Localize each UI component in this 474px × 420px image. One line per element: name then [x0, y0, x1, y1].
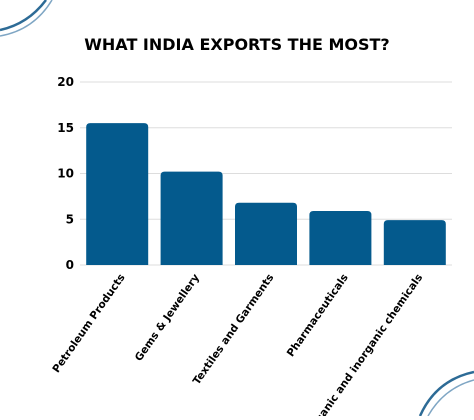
x-tick-label: Gems & Jewellery	[133, 272, 202, 364]
bar	[309, 211, 372, 265]
bar	[383, 220, 446, 265]
y-tick-label: 20	[57, 75, 74, 89]
y-tick-label: 10	[57, 167, 74, 181]
y-tick-label: 15	[57, 121, 74, 135]
y-tick-label: 0	[66, 258, 74, 272]
y-axis-ticks: 0 5 10 15 20	[57, 75, 74, 272]
bars	[86, 123, 446, 265]
corner-decoration-bottom-right	[418, 370, 474, 417]
bar	[160, 171, 223, 265]
bar	[235, 202, 297, 265]
x-axis-labels: Petroleum Products Gems & JewelleryTextil…	[50, 272, 425, 420]
bar	[86, 123, 149, 265]
chart-title: WHAT INDIA EXPORTS THE MOST?	[84, 35, 389, 54]
y-tick-label: 5	[66, 212, 74, 226]
corner-decoration-top-left	[0, 0, 53, 37]
x-tick-label: Pharmaceuticals	[285, 272, 351, 359]
x-tick-label: Petroleum Products	[50, 272, 127, 375]
x-tick-label: Textiles and Garments	[191, 272, 277, 387]
x-tick-label: Organic and inorganic chemicals	[305, 272, 425, 416]
